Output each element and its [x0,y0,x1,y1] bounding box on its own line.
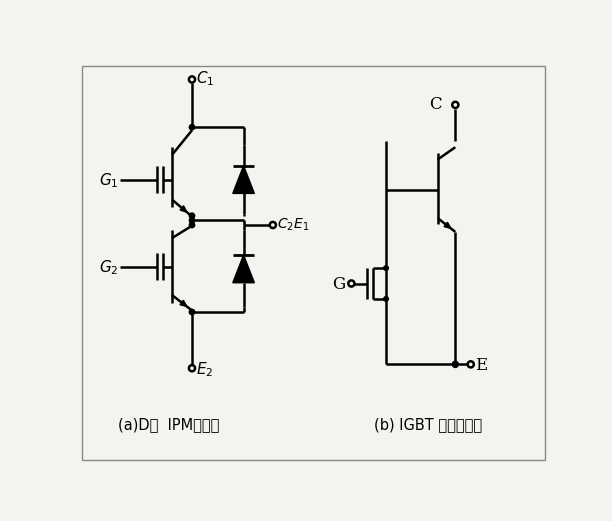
Text: E: E [474,357,487,374]
Text: $G_2$: $G_2$ [99,258,118,277]
Text: (b) IGBT 的等效电路: (b) IGBT 的等效电路 [375,417,482,432]
Circle shape [452,102,458,108]
Circle shape [189,213,195,218]
Circle shape [189,218,195,223]
Text: $G_1$: $G_1$ [99,171,118,190]
Text: $C_1$: $C_1$ [196,69,214,88]
Text: $E_2$: $E_2$ [196,361,213,379]
Circle shape [468,361,474,367]
Circle shape [270,222,276,228]
Text: (a)D型  IPM的结构: (a)D型 IPM的结构 [118,417,220,432]
Circle shape [189,365,195,371]
Polygon shape [233,166,255,193]
Circle shape [189,125,195,130]
Text: $C_2E_1$: $C_2E_1$ [277,217,310,233]
Circle shape [189,222,195,228]
Circle shape [452,361,458,367]
Circle shape [189,77,195,82]
Circle shape [384,296,389,301]
Circle shape [384,266,389,270]
Text: C: C [429,95,441,113]
Circle shape [348,280,354,287]
Polygon shape [233,255,255,283]
Circle shape [189,309,195,315]
Text: G: G [332,276,345,293]
